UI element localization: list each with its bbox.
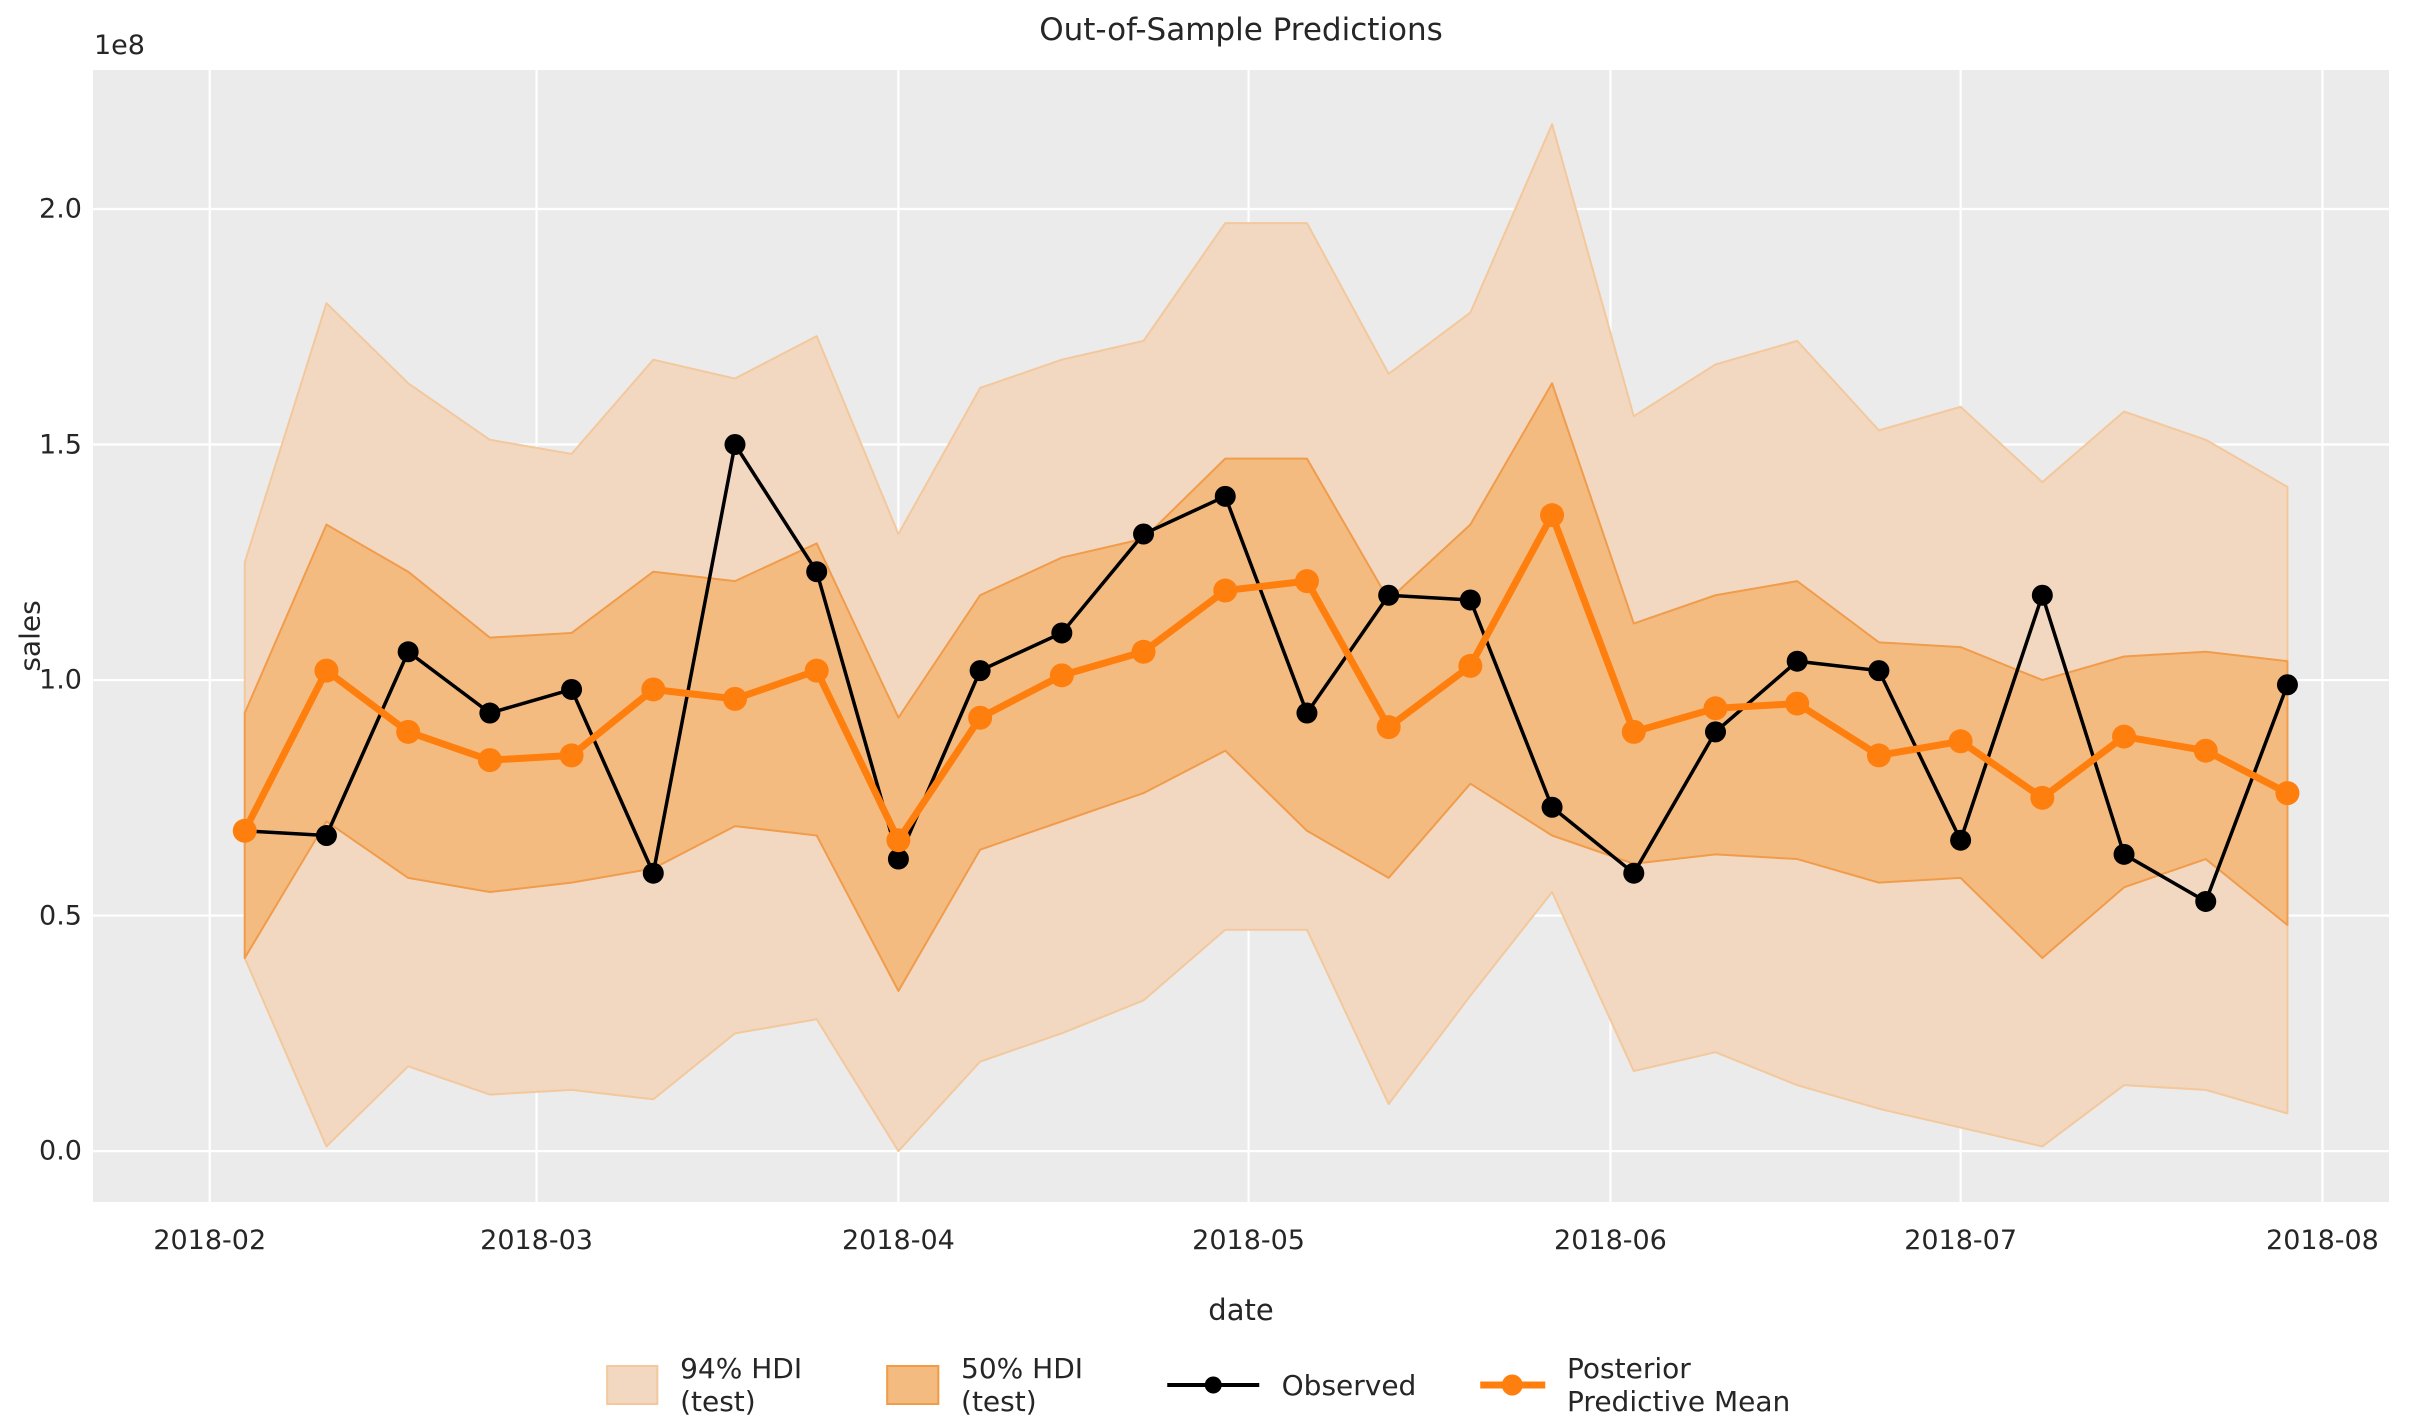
- data-point-marker: [968, 705, 993, 730]
- data-point-marker: [2275, 781, 2300, 806]
- data-point-marker: [887, 848, 909, 870]
- data-point-marker: [1296, 702, 1318, 724]
- data-point-marker: [1131, 639, 1156, 664]
- observed-line: [234, 434, 2298, 912]
- legend-item-hdi50: 50% HDI (test): [886, 1352, 1104, 1418]
- data-point-marker: [2193, 738, 2218, 763]
- data-point-marker: [886, 828, 911, 853]
- data-point-marker: [1294, 569, 1319, 594]
- y-tick-label: 0.0: [39, 1135, 82, 1167]
- hdi50-band: [243, 382, 2289, 992]
- x-tick-label: 2018-04: [842, 1225, 955, 1256]
- y-axis-label: sales: [13, 600, 47, 672]
- data-point-marker: [641, 677, 666, 702]
- data-point-marker: [1049, 663, 1074, 688]
- x-axis-label: date: [1208, 1293, 1274, 1327]
- y-tick-label: 1.5: [39, 429, 82, 460]
- y-tick-label: 1.0: [39, 664, 82, 696]
- data-point-marker: [479, 702, 501, 724]
- data-point-marker: [1703, 696, 1728, 721]
- data-point-marker: [1950, 829, 1972, 851]
- data-point-marker: [1540, 503, 1565, 528]
- data-point-marker: [396, 719, 421, 744]
- data-point-marker: [969, 660, 991, 682]
- legend-label: Posterior Predictive Mean: [1567, 1352, 1791, 1418]
- legend-item-mean: Posterior Predictive Mean: [1480, 1352, 1817, 1418]
- legend-label: 50% HDI (test): [961, 1352, 1084, 1418]
- data-point-marker: [1785, 691, 1810, 716]
- data-point-marker: [804, 658, 829, 683]
- data-point-marker: [1786, 650, 1808, 672]
- x-tick-label: 2018-05: [1192, 1225, 1305, 1256]
- hdi94-swatch-icon: [605, 1365, 659, 1405]
- data-point-marker: [561, 678, 583, 700]
- x-tick-label: 2018-02: [153, 1225, 267, 1256]
- data-point-marker: [2195, 890, 2217, 912]
- data-point-marker: [1214, 485, 1236, 507]
- data-point-marker: [397, 641, 419, 663]
- data-point-marker: [1623, 862, 1645, 884]
- data-point-marker: [1621, 719, 1646, 744]
- data-point-marker: [1866, 743, 1891, 768]
- chart-legend: 94% HDI (test) 50% HDI (test) Observed P…: [605, 1352, 1818, 1418]
- legend-item-observed: Observed: [1167, 1368, 1417, 1402]
- data-point-marker: [1133, 523, 1155, 545]
- observed-line-sample-icon: [1167, 1373, 1260, 1397]
- data-point-marker: [1948, 729, 1973, 754]
- y-tick-label: 2.0: [39, 193, 82, 225]
- data-point-marker: [1868, 660, 1890, 682]
- data-point-marker: [314, 658, 339, 683]
- x-tick-label: 2018-03: [480, 1225, 593, 1256]
- data-point-marker: [1051, 622, 1073, 644]
- data-point-marker: [2112, 724, 2137, 749]
- data-point-marker: [559, 743, 584, 768]
- y-axis-offset-label: 1e8: [94, 30, 145, 61]
- legend-label: Observed: [1281, 1368, 1417, 1402]
- data-point-marker: [2030, 785, 2055, 810]
- data-point-marker: [315, 825, 337, 847]
- data-point-marker: [1541, 796, 1563, 818]
- legend-item-hdi94: 94% HDI (test): [605, 1352, 823, 1418]
- y-tick-label: 0.5: [39, 900, 82, 932]
- data-point-marker: [1378, 584, 1400, 606]
- data-point-marker: [2031, 584, 2053, 606]
- data-point-marker: [1376, 715, 1401, 740]
- data-point-marker: [1458, 653, 1483, 678]
- mean-line-sample-icon: [1480, 1373, 1546, 1397]
- x-tick-label: 2018-06: [1554, 1225, 1667, 1256]
- x-tick-label: 2018-07: [1904, 1225, 2018, 1256]
- data-point-marker: [722, 686, 747, 711]
- data-point-marker: [2113, 843, 2135, 865]
- data-point-marker: [232, 818, 257, 843]
- data-point-marker: [724, 434, 746, 456]
- x-tick-label: 2018-08: [2266, 1225, 2379, 1256]
- data-point-marker: [642, 862, 664, 884]
- legend-label: 94% HDI (test): [680, 1352, 803, 1418]
- data-point-marker: [477, 748, 502, 773]
- mean-line: [232, 503, 2300, 853]
- data-point-marker: [1704, 721, 1726, 743]
- data-point-marker: [1459, 589, 1481, 611]
- hdi50-swatch-icon: [886, 1365, 940, 1405]
- data-point-marker: [1213, 578, 1238, 603]
- data-point-marker: [806, 561, 828, 583]
- data-point-marker: [2276, 674, 2298, 696]
- chart-title: Out-of-Sample Predictions: [1039, 12, 1443, 48]
